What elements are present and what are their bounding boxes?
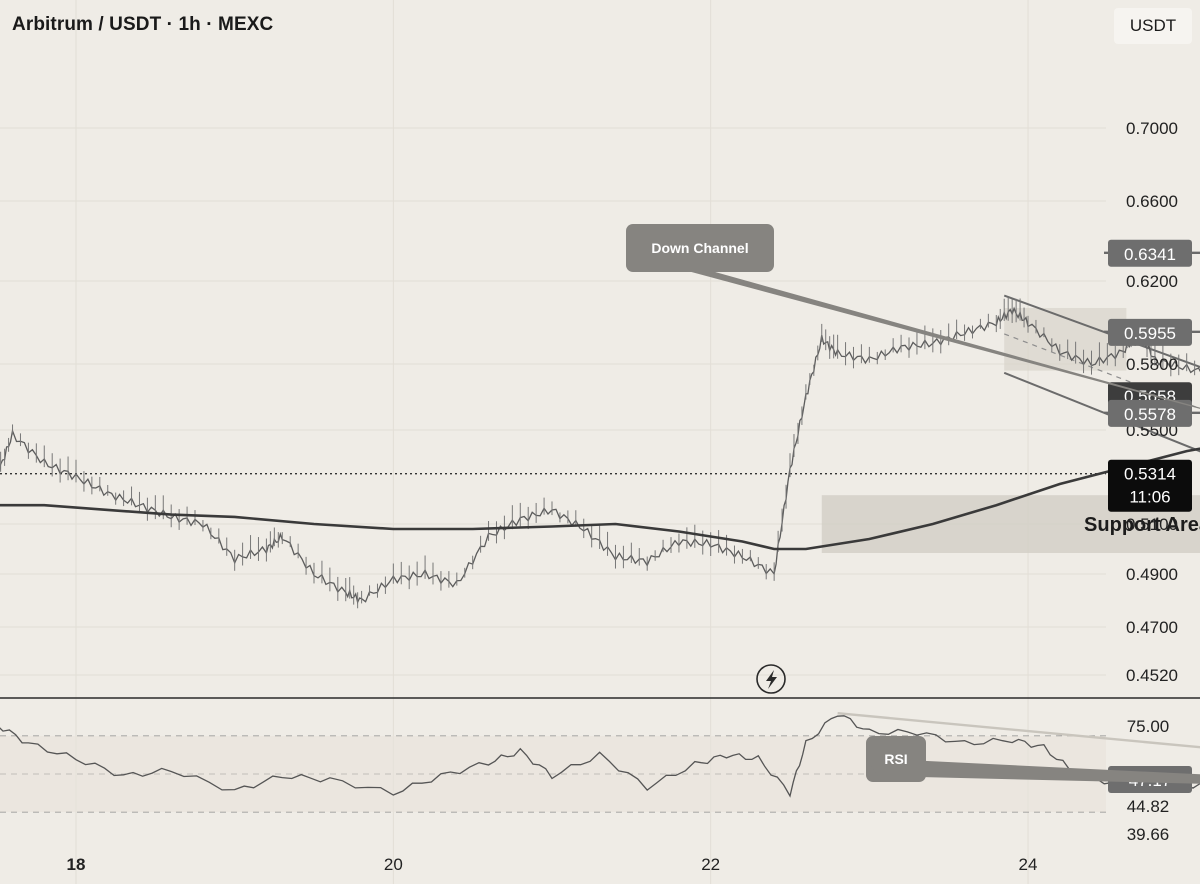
- rsi-series-line: [0, 715, 1200, 798]
- axes: 0.45200.47000.49000.51000.55000.58000.62…: [67, 119, 1192, 874]
- price-tag-label: 0.5314: [1124, 465, 1176, 484]
- moving-average-line: [0, 447, 1200, 551]
- down-channel-label: Down Channel: [651, 240, 748, 256]
- lightning-icon-bolt: [766, 670, 777, 689]
- lightning-icon-ring: [756, 664, 786, 694]
- lightning-icon[interactable]: [756, 664, 786, 694]
- time-axis-tick: 22: [701, 855, 720, 874]
- price-axis-tick: 0.5800: [1126, 355, 1178, 374]
- price-axis-tick: 0.7000: [1126, 119, 1178, 138]
- price-axis-tick: 0.5100: [1126, 515, 1178, 534]
- rsi-callout-label: RSI: [884, 751, 907, 767]
- rsi-divergence-line: [837, 712, 1200, 749]
- channel-lower-line: [1003, 371, 1200, 453]
- currency-button[interactable]: USDT: [1114, 8, 1192, 44]
- price-axis-tick: 0.6200: [1126, 272, 1178, 291]
- price-tag-1: [1108, 318, 1192, 346]
- channel-mid-line: [1004, 333, 1200, 410]
- price-axis-tick: 0.4700: [1126, 618, 1178, 637]
- annotations: Down Channel RSI: [626, 224, 1200, 784]
- channel-upper-line: [1003, 294, 1200, 369]
- price-tag-label: 0.5955: [1124, 324, 1176, 343]
- chart-title: Arbitrum / USDT · 1h · MEXC: [12, 14, 274, 35]
- price-tag-3: [1108, 399, 1192, 427]
- price-tag-4: [1108, 459, 1192, 512]
- rsi-axis-tick: 44.82: [1127, 797, 1170, 816]
- support-area-label: Support Area: [1084, 514, 1200, 536]
- rsi-axis-tick: 75.00: [1127, 717, 1170, 736]
- price-tag-label: 0.5578: [1124, 405, 1176, 424]
- price-tag-label: 0.6341: [1124, 245, 1176, 264]
- series: [0, 297, 1200, 798]
- time-axis-tick: 24: [1019, 855, 1038, 874]
- price-tag-0: [1108, 239, 1192, 267]
- down-channel-callout: [626, 224, 774, 272]
- down-channel-pointer: [684, 270, 1200, 409]
- rsi-axis-tick: 39.66: [1127, 825, 1170, 844]
- rsi-callout-pointer: [866, 758, 1200, 784]
- time-axis-tick: 20: [384, 855, 403, 874]
- price-axis-tick: 0.6600: [1126, 192, 1178, 211]
- price-axis-tick: 0.4520: [1126, 666, 1178, 685]
- price-tag-time: 11:06: [1129, 488, 1170, 507]
- price-axis-tick: 0.4900: [1126, 565, 1178, 584]
- time-axis-tick: 18: [67, 855, 86, 874]
